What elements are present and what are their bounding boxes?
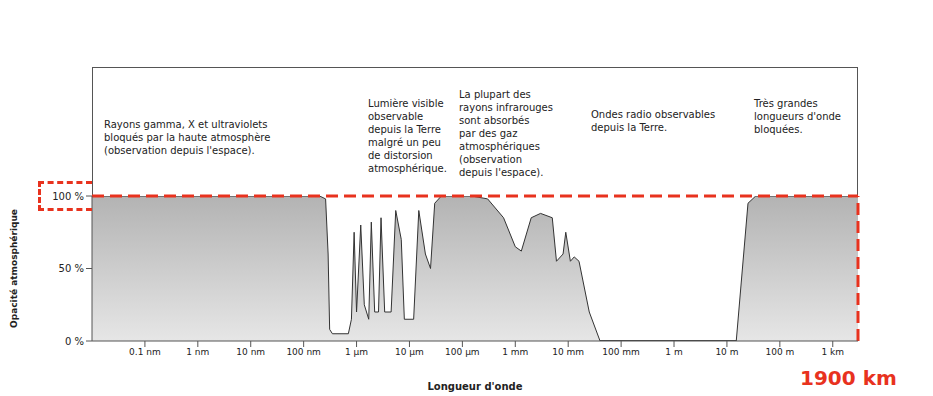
svg-text:0.1 nm: 0.1 nm (129, 347, 161, 357)
svg-text:1 mm: 1 mm (502, 347, 528, 357)
svg-text:0 %: 0 % (65, 336, 84, 347)
svg-text:100 %: 100 % (52, 191, 84, 202)
svg-text:50 %: 50 % (59, 263, 84, 274)
html-text:1900 km: 1900 km (800, 366, 897, 390)
svg-text:10 m: 10 m (715, 347, 738, 357)
svg-text:10 nm: 10 nm (236, 347, 265, 357)
html-text:Rayons gamma, X et ultraviolet: Rayons gamma, X et ultraviolets bloqués … (104, 119, 271, 156)
svg-text:100 µm: 100 µm (445, 347, 480, 357)
html-text:Ondes radio observables depuis: Ondes radio observables depuis la Terre. (591, 109, 716, 133)
svg-text:1 µm: 1 µm (345, 347, 368, 357)
html-text:La plupart des rayons infrarou: La plupart des rayons infrarouges sont a… (459, 89, 553, 178)
svg-text:1 m: 1 m (665, 347, 682, 357)
html-text:Très grandes longueurs d'onde: Très grandes longueurs d'onde bloquées. (754, 98, 841, 135)
html-text:Lumière visible observable dep: Lumière visible observable depuis la Ter… (368, 98, 447, 174)
svg-text:1 km: 1 km (821, 347, 844, 357)
svg-text:100 nm: 100 nm (286, 347, 321, 357)
svg-text:10 mm: 10 mm (552, 347, 584, 357)
svg-text:Opacité atmosphérique: Opacité atmosphérique (9, 209, 19, 328)
svg-text:10 µm: 10 µm (395, 347, 424, 357)
svg-text:1 nm: 1 nm (186, 347, 209, 357)
svg-text:100 m: 100 m (765, 347, 794, 357)
svg-text:Longueur d'onde: Longueur d'onde (427, 381, 522, 392)
svg-text:100 mm: 100 mm (602, 347, 640, 357)
